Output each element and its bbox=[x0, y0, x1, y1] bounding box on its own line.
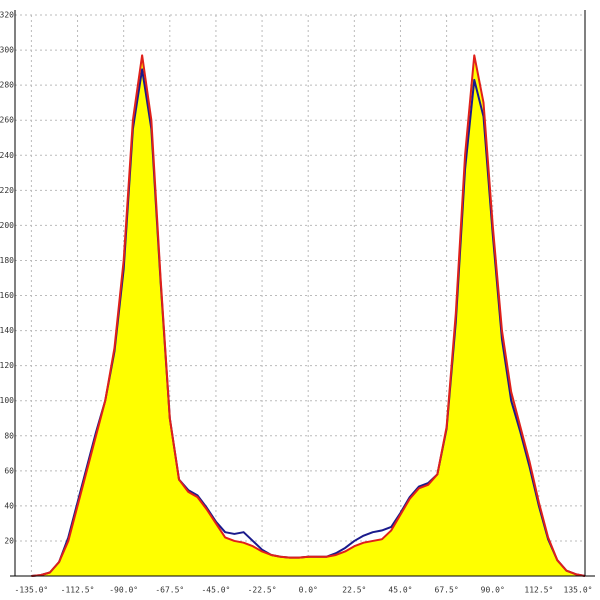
x-tick-label: -22.5° bbox=[248, 586, 277, 595]
y-tick-label: 300 bbox=[0, 46, 14, 55]
x-tick-label: -135.0° bbox=[15, 586, 49, 595]
y-tick-label: 240 bbox=[0, 151, 14, 160]
x-tick-label: -67.5° bbox=[155, 586, 184, 595]
y-tick-label: 140 bbox=[0, 326, 14, 335]
y-tick-label: 280 bbox=[0, 81, 14, 90]
y-tick-label: 220 bbox=[0, 186, 14, 195]
series-line bbox=[31, 54, 586, 577]
x-tick-label: -112.5° bbox=[61, 586, 95, 595]
y-tick-label: 80 bbox=[4, 431, 14, 440]
y-tick-label: 320 bbox=[0, 11, 14, 20]
x-tick-label: 112.5° bbox=[524, 586, 553, 595]
y-tick-label: 100 bbox=[0, 396, 14, 405]
y-tick-label: 120 bbox=[0, 361, 14, 370]
area-fill bbox=[31, 55, 585, 576]
x-tick-label: 67.5° bbox=[435, 586, 459, 595]
x-tick-label: 0.0° bbox=[299, 586, 318, 595]
x-tick-label: 22.5° bbox=[342, 586, 366, 595]
y-tick-label: 160 bbox=[0, 291, 14, 300]
x-tick-label: 90.0° bbox=[481, 586, 505, 595]
x-tick-label: -90.0° bbox=[109, 586, 138, 595]
y-tick-label: 20 bbox=[4, 536, 14, 545]
y-tick-label: 60 bbox=[4, 466, 14, 475]
y-tick-label: 180 bbox=[0, 256, 14, 265]
x-tick-label: 135.0° bbox=[564, 586, 593, 595]
x-tick-label: 45.0° bbox=[388, 586, 412, 595]
y-tick-label: 200 bbox=[0, 221, 14, 230]
y-tick-label: 40 bbox=[4, 501, 14, 510]
y-tick-label: 260 bbox=[0, 116, 14, 125]
x-tick-label: -45.0° bbox=[201, 586, 230, 595]
